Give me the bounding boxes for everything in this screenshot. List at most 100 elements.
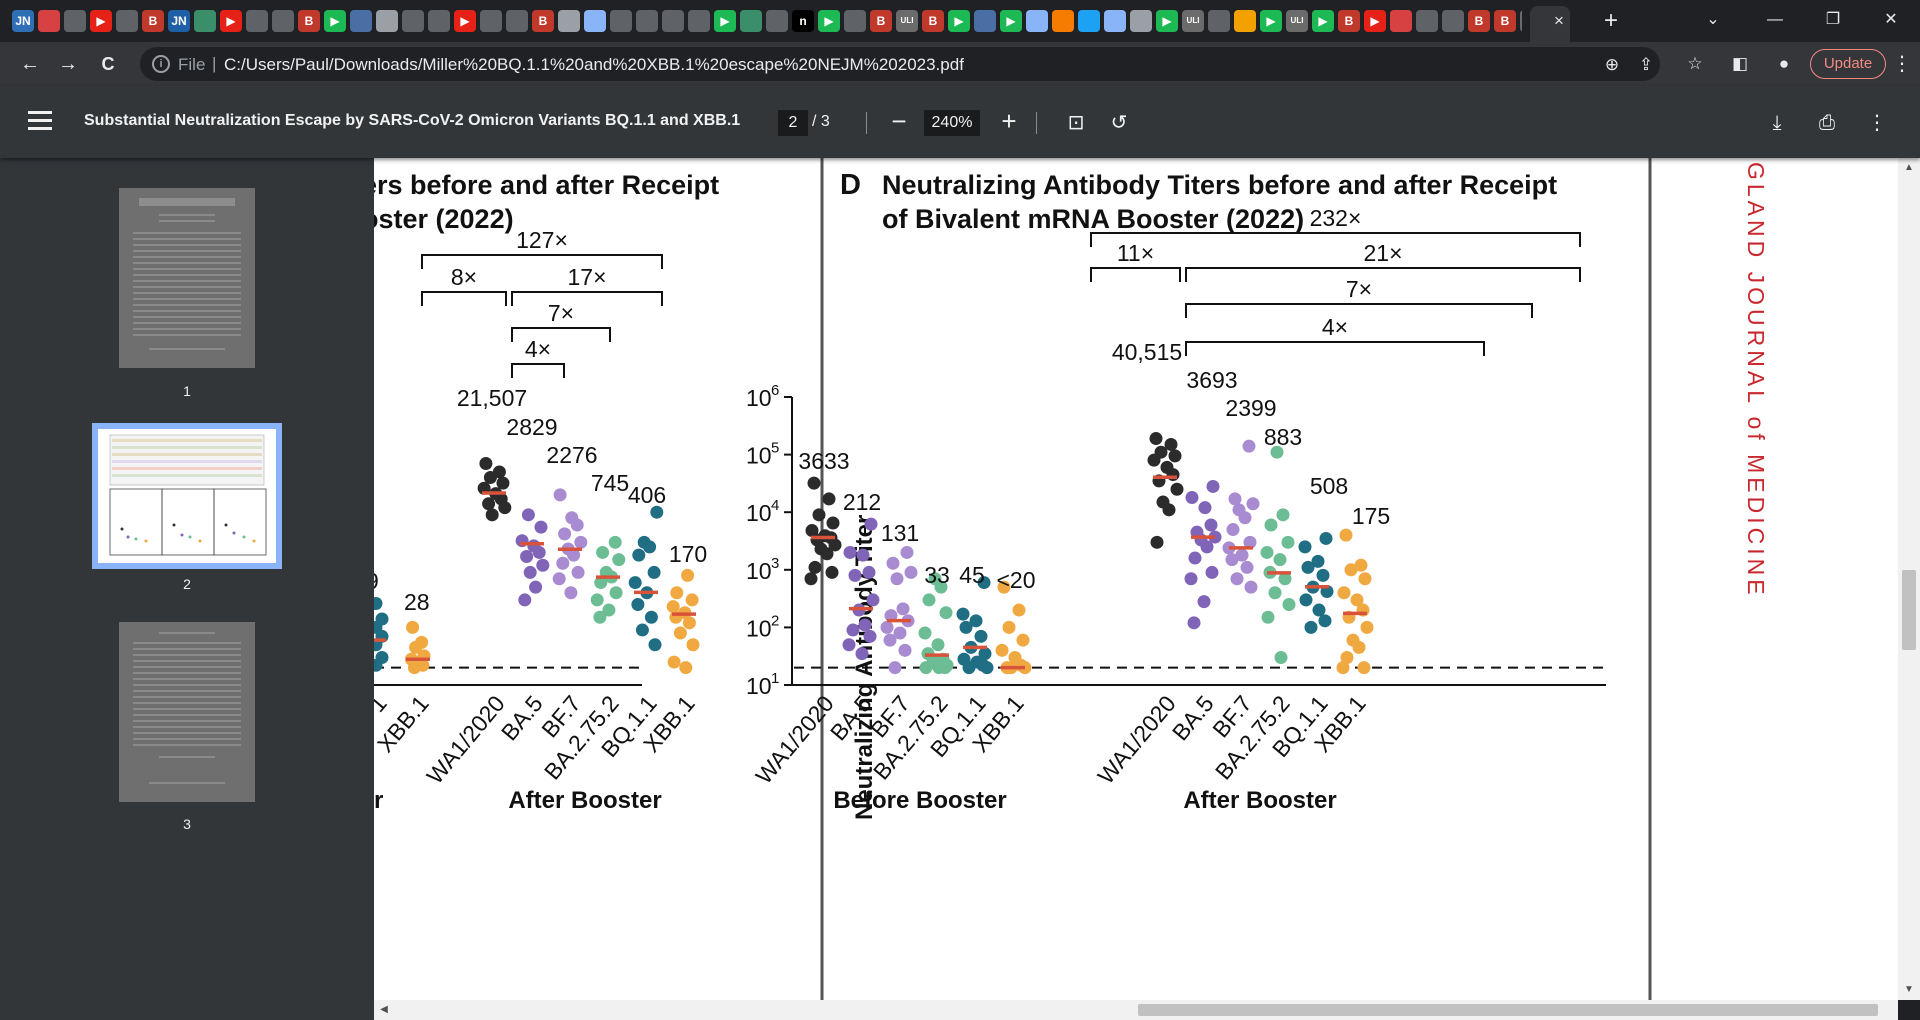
tab-favicon-icon[interactable]: ▶ — [1364, 10, 1386, 32]
tab-favicon-icon[interactable]: ▶ — [1260, 10, 1282, 32]
tab-favicon-icon[interactable]: B — [532, 10, 554, 32]
zoom-out-button[interactable]: − — [891, 106, 907, 136]
tab-favicon-icon[interactable] — [1026, 10, 1048, 32]
tab-favicon-icon[interactable] — [1104, 10, 1126, 32]
tab-favicon-icon[interactable] — [350, 10, 372, 32]
page-thumbnail-1[interactable] — [119, 188, 255, 368]
tab-favicon-icon[interactable] — [1052, 10, 1074, 32]
tab-favicon-icon[interactable] — [584, 10, 606, 32]
scroll-left-icon[interactable]: ◀ — [380, 1004, 388, 1015]
tab-favicon-icon[interactable] — [1390, 10, 1412, 32]
tab-favicon-icon[interactable]: ▶ — [454, 10, 476, 32]
tab-favicon-icon[interactable]: ▶ — [818, 10, 840, 32]
profile-icon[interactable]: ● — [1778, 54, 1790, 73]
vertical-scroll-thumb[interactable] — [1902, 570, 1916, 650]
scroll-down-icon[interactable]: ▼ — [1904, 984, 1914, 995]
tab-favicon-icon[interactable]: JN — [168, 10, 190, 32]
tab-favicon-icon[interactable]: ▶ — [324, 10, 346, 32]
update-button[interactable]: Update — [1810, 49, 1886, 79]
tab-search-icon[interactable]: ⌄ — [1706, 11, 1720, 28]
tab-favicon-icon[interactable] — [844, 10, 866, 32]
active-tab[interactable] — [1530, 6, 1570, 42]
tab-favicon-icon[interactable] — [740, 10, 762, 32]
tab-favicon-icon[interactable]: B — [870, 10, 892, 32]
tab-favicon-icon[interactable]: B — [1468, 10, 1490, 32]
tab-favicon-icon[interactable] — [428, 10, 450, 32]
tab-favicon-icon[interactable]: ▶ — [90, 10, 112, 32]
reload-button[interactable]: C — [101, 54, 115, 74]
tab-favicon-icon[interactable]: ULI — [1520, 10, 1522, 32]
vertical-scrollbar[interactable]: ▲ ▼ — [1898, 158, 1920, 1000]
tab-favicon-icon[interactable] — [636, 10, 658, 32]
tab-favicon-icon[interactable]: B — [142, 10, 164, 32]
tab-favicon-icon[interactable] — [558, 10, 580, 32]
tab-favicon-icon[interactable]: B — [1338, 10, 1360, 32]
back-button[interactable]: ← — [20, 53, 40, 75]
tab-favicon-icon[interactable] — [272, 10, 294, 32]
tab-favicon-icon[interactable]: ULI — [1286, 10, 1308, 32]
bookmark-icon[interactable]: ☆ — [1687, 54, 1703, 73]
browser-menu-icon[interactable]: ⋮ — [1892, 53, 1912, 75]
tab-favicon-icon[interactable] — [480, 10, 502, 32]
address-bar[interactable]: i File | C:/Users/Paul/Downloads/Miller%… — [140, 47, 1660, 81]
tab-favicon-icon[interactable] — [64, 10, 86, 32]
tab-favicon-icon[interactable]: n — [792, 10, 814, 32]
tab-favicon-icon[interactable] — [688, 10, 710, 32]
tab-favicon-icon[interactable] — [1208, 10, 1230, 32]
sidebar-menu-icon[interactable] — [28, 111, 52, 133]
tab-favicon-icon[interactable] — [766, 10, 788, 32]
tab-favicon-icon[interactable]: B — [1494, 10, 1516, 32]
tab-favicon-icon[interactable] — [194, 10, 216, 32]
tab-favicon-icon[interactable] — [402, 10, 424, 32]
horizontal-scrollbar[interactable]: ◀ — [374, 1000, 1898, 1020]
info-icon[interactable]: i — [152, 55, 170, 73]
tab-favicon-icon[interactable] — [246, 10, 268, 32]
maximize-button[interactable]: ❐ — [1825, 11, 1841, 28]
tab-favicon-icon[interactable] — [1234, 10, 1256, 32]
zoom-icon[interactable]: ⊕ — [1604, 55, 1620, 74]
forward-button[interactable]: → — [58, 53, 78, 75]
tab-favicon-icon[interactable]: ▶ — [714, 10, 736, 32]
tab-favicon-icon[interactable] — [116, 10, 138, 32]
tab-favicon-icon[interactable]: ULI — [1182, 10, 1204, 32]
url-text[interactable]: C:/Users/Paul/Downloads/Miller%20BQ.1.1%… — [224, 55, 964, 74]
page-number-input[interactable]: 2 — [778, 110, 808, 136]
tab-favicon-icon[interactable] — [1416, 10, 1438, 32]
tab-favicon-icon[interactable]: B — [922, 10, 944, 32]
tab-favicon-icon[interactable]: ▶ — [948, 10, 970, 32]
horizontal-scroll-thumb[interactable] — [1138, 1004, 1878, 1016]
page-thumbnail-3[interactable] — [119, 622, 255, 802]
tab-favicon-icon[interactable] — [1130, 10, 1152, 32]
pdf-viewer[interactable]: GLAND JOURNAL of MEDICINE ers before and… — [374, 158, 1898, 1000]
scroll-up-icon[interactable]: ▲ — [1904, 162, 1914, 173]
tab-favicon-icon[interactable]: JN — [12, 10, 34, 32]
page-thumbnail-2[interactable] — [92, 423, 282, 569]
tab-favicon-icon[interactable] — [974, 10, 996, 32]
tab-favicon-icon[interactable] — [1442, 10, 1464, 32]
tab-favicon-icon[interactable] — [662, 10, 684, 32]
tab-favicon-icon[interactable] — [1078, 10, 1100, 32]
tab-favicon-icon[interactable] — [506, 10, 528, 32]
tab-favicon-icon[interactable] — [610, 10, 632, 32]
tab-close-icon[interactable]: × — [1554, 11, 1564, 30]
pdf-more-icon[interactable]: ⋮ — [1867, 112, 1887, 134]
download-icon[interactable]: ⤓ — [1772, 112, 1782, 134]
tab-favicon-icon[interactable]: ▶ — [220, 10, 242, 32]
tab-favicon-icon[interactable] — [376, 10, 398, 32]
tab-favicon-icon[interactable]: ▶ — [1312, 10, 1334, 32]
tab-favicon-icon[interactable]: ULI — [896, 10, 918, 32]
rotate-icon[interactable]: ↺ — [1110, 112, 1128, 134]
tab-favicon-icon[interactable] — [38, 10, 60, 32]
tab-favicon-icon[interactable]: B — [298, 10, 320, 32]
minimize-button[interactable]: — — [1767, 11, 1783, 28]
zoom-in-button[interactable]: + — [1001, 106, 1017, 136]
print-icon[interactable]: ⎙ — [1819, 112, 1835, 134]
tab-favicon-icon[interactable]: ▶ — [1000, 10, 1022, 32]
tab-favicon-icon[interactable]: ▶ — [1156, 10, 1178, 32]
side-panel-icon[interactable]: ◧ — [1731, 54, 1749, 73]
zoom-input[interactable]: 240% — [924, 110, 980, 136]
fit-page-icon[interactable]: ⊡ — [1067, 112, 1085, 134]
share-icon[interactable]: ⇪ — [1638, 55, 1654, 74]
close-window-button[interactable]: ✕ — [1884, 11, 1898, 28]
new-tab-button[interactable]: + — [1603, 7, 1618, 34]
